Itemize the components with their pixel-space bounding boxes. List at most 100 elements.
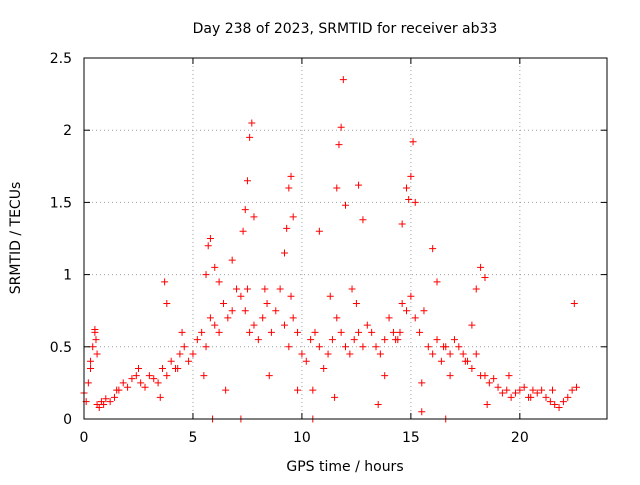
y-tick-label: 0.5 <box>50 340 72 356</box>
data-point <box>551 401 559 409</box>
data-point <box>483 401 491 409</box>
data-point <box>145 372 153 380</box>
data-point <box>89 343 97 351</box>
data-point <box>289 213 297 221</box>
data-point <box>374 401 382 409</box>
data-point <box>311 328 319 336</box>
data-point <box>124 383 132 391</box>
data-point <box>285 343 293 351</box>
data-point <box>200 372 208 380</box>
data-point <box>241 206 249 214</box>
data-point <box>546 398 554 406</box>
data-point <box>141 383 149 391</box>
data-point <box>477 263 485 271</box>
data-point <box>241 307 249 315</box>
data-point <box>455 343 463 351</box>
data-point <box>429 245 437 253</box>
data-point <box>163 299 171 307</box>
data-point <box>335 141 343 149</box>
data-point <box>405 196 413 204</box>
data-point <box>440 343 448 351</box>
data-point <box>433 336 441 344</box>
data-point <box>516 386 524 394</box>
data-point <box>450 336 458 344</box>
data-point <box>472 285 480 293</box>
data-point <box>424 343 432 351</box>
y-tick-label: 1 <box>63 268 72 284</box>
data-point <box>287 172 295 180</box>
x-tick-label: 15 <box>402 430 420 446</box>
data-point <box>163 372 171 380</box>
data-point <box>520 383 528 391</box>
data-point <box>549 386 557 394</box>
data-point <box>503 386 511 394</box>
data-point <box>326 292 334 300</box>
data-point <box>433 278 441 286</box>
data-point <box>339 76 347 84</box>
data-point <box>389 328 397 336</box>
data-point <box>289 314 297 322</box>
data-point <box>324 350 332 358</box>
data-point <box>167 357 175 365</box>
data-point <box>206 235 214 242</box>
y-tick-label: 0 <box>63 412 72 428</box>
data-point <box>494 383 502 391</box>
data-point <box>93 350 101 358</box>
data-point <box>446 350 454 358</box>
data-point <box>407 172 415 180</box>
data-point <box>263 299 271 307</box>
data-point <box>498 389 506 397</box>
data-point <box>372 343 380 351</box>
data-point <box>176 350 184 358</box>
data-point <box>533 389 541 397</box>
data-point <box>359 343 367 351</box>
data-point <box>250 213 258 221</box>
data-point <box>352 299 360 307</box>
data-point <box>178 328 186 336</box>
data-point <box>224 314 232 322</box>
y-axis-label: SRMTID / TECUs <box>8 182 24 295</box>
data-point <box>285 184 293 192</box>
data-point <box>437 357 445 365</box>
data-point <box>156 393 164 401</box>
data-point <box>228 256 236 264</box>
data-point <box>538 386 546 394</box>
data-point <box>239 227 247 235</box>
data-point <box>91 328 99 336</box>
data-point <box>403 307 411 315</box>
data-point <box>381 372 389 380</box>
data-point <box>529 386 537 394</box>
data-point <box>459 350 467 358</box>
data-point <box>287 292 295 300</box>
data-point <box>87 357 95 365</box>
data-point <box>154 379 162 387</box>
data-point <box>418 408 426 416</box>
y-tick-label: 2.5 <box>50 51 72 67</box>
data-point <box>137 379 145 387</box>
data-point <box>119 379 127 387</box>
data-point <box>189 350 197 358</box>
data-point <box>568 386 576 394</box>
data-point <box>342 343 349 351</box>
data-point <box>150 375 158 383</box>
data-point <box>527 393 535 401</box>
data-point <box>128 375 136 383</box>
data-point <box>411 198 419 206</box>
plot-frame <box>83 57 608 420</box>
data-point <box>246 133 254 141</box>
data-point <box>84 379 92 387</box>
data-point <box>564 393 572 401</box>
data-point <box>92 336 100 344</box>
data-point <box>359 216 367 224</box>
data-point <box>243 177 251 185</box>
data-point <box>302 357 310 365</box>
data-point <box>222 386 230 394</box>
data-point <box>219 299 227 307</box>
data-point <box>315 343 323 351</box>
data-point <box>246 328 254 336</box>
data-point <box>111 393 119 401</box>
data-point <box>420 307 428 315</box>
data-point <box>283 224 291 232</box>
